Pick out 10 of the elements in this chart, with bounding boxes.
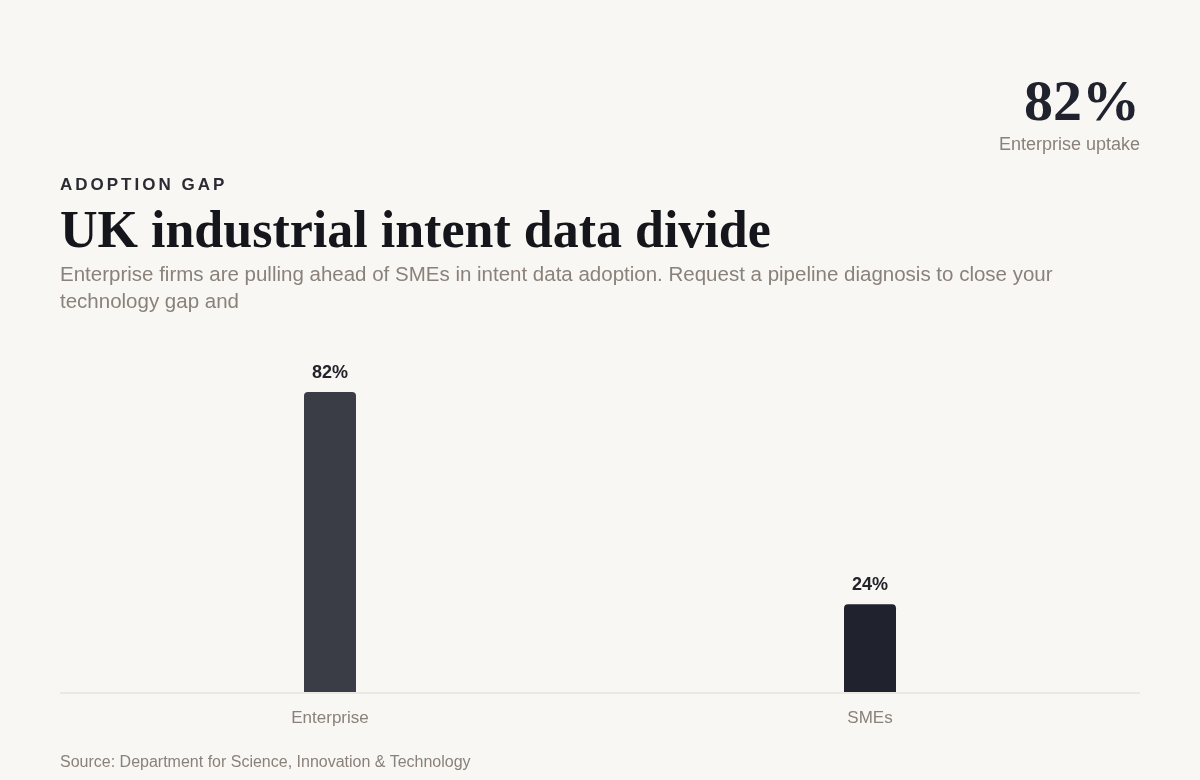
text: Enterprise uptake — [998, 134, 1140, 154]
data-label: 24% — [851, 574, 889, 595]
source-note: Source: Department for Science, Innovation & Technology — [60, 753, 471, 770]
data-label: 82% — [311, 362, 349, 382]
x-tick-label: SMEs — [847, 708, 893, 727]
chart-title: UK industrial intent data divide — [60, 201, 771, 258]
chart-subtitle: Enterprise firms are pulling ahead of SMEs in intent data adoption. Request a pipeline diagnosis to close your technology gap and — [60, 262, 1053, 312]
text: ADOPTION GAP — [60, 175, 228, 194]
x-tick-label: Enterprise — [291, 708, 369, 727]
text: 82% — [1024, 68, 1140, 133]
